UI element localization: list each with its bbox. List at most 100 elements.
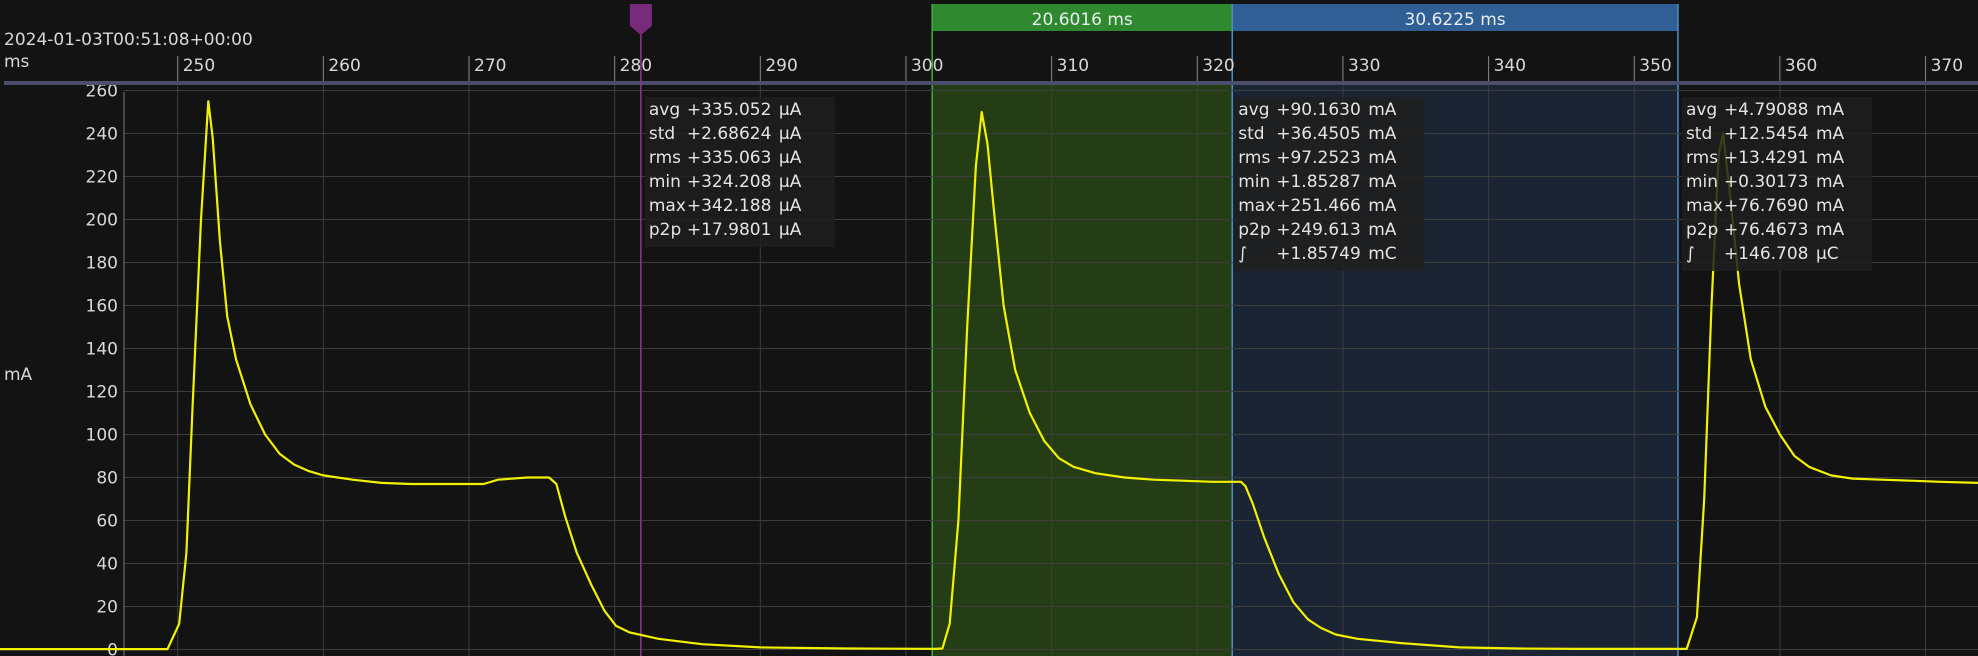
x-tick-label: 280 xyxy=(620,56,652,76)
stat-label: std xyxy=(1686,124,1712,144)
stat-value: +335.052 xyxy=(687,100,772,120)
stat-label: std xyxy=(649,124,675,144)
x-tick-label: 250 xyxy=(183,56,215,76)
stat-label: rms xyxy=(649,148,681,168)
x-tick-label: 350 xyxy=(1639,56,1671,76)
stat-value: +12.5454 xyxy=(1724,124,1809,144)
stat-label: ∫ xyxy=(1686,244,1695,264)
stat-unit: µC xyxy=(1816,244,1839,264)
y-tick-label: 40 xyxy=(96,555,118,575)
stat-unit: mA xyxy=(1368,100,1397,120)
stat-unit: mA xyxy=(1368,172,1397,192)
stat-label: min xyxy=(649,172,681,192)
stat-value: +1.85749 xyxy=(1276,244,1361,264)
right-stats-bg xyxy=(1681,97,1872,271)
stat-label: rms xyxy=(1686,148,1718,168)
stat-label: min xyxy=(1238,172,1270,192)
x-tick-label: 370 xyxy=(1931,56,1963,76)
stat-unit: mA xyxy=(1816,196,1845,216)
marker-stats-bg xyxy=(644,97,835,247)
stat-value: +342.188 xyxy=(687,196,772,216)
stat-value: +17.9801 xyxy=(687,220,772,240)
stat-label: avg xyxy=(1686,100,1717,120)
stat-unit: mA xyxy=(1816,124,1845,144)
stat-label: p2p xyxy=(1686,220,1718,240)
stat-label: max xyxy=(649,196,686,216)
region-2-stats-bg xyxy=(1234,97,1425,271)
stat-value: +324.208 xyxy=(687,172,772,192)
y-unit-label: mA xyxy=(4,365,33,385)
region-1-header xyxy=(932,4,1233,31)
current-trace xyxy=(0,100,1978,651)
y-tick-label: 60 xyxy=(96,512,118,532)
y-tick-label: 100 xyxy=(86,426,118,446)
x-axis-band xyxy=(4,81,1978,85)
x-unit-label: ms xyxy=(4,52,30,72)
region-1-fill xyxy=(932,84,1233,656)
x-tick-label: 270 xyxy=(474,56,506,76)
stat-value: +2.68624 xyxy=(687,124,772,144)
stat-label: p2p xyxy=(649,220,681,240)
stat-value: +4.79088 xyxy=(1724,100,1809,120)
x-tick-label: 300 xyxy=(911,56,943,76)
x-tick-label: 290 xyxy=(765,56,797,76)
stat-unit: µA xyxy=(779,196,802,216)
stat-unit: mA xyxy=(1368,220,1397,240)
x-tick-label: 340 xyxy=(1494,56,1526,76)
stat-label: ∫ xyxy=(1238,244,1247,264)
stat-value: +251.466 xyxy=(1276,196,1361,216)
y-tick-label: 120 xyxy=(86,383,118,403)
x-tick-label: 330 xyxy=(1348,56,1380,76)
region-2-header xyxy=(1232,4,1678,31)
stat-value: +249.613 xyxy=(1276,220,1361,240)
stat-unit: mA xyxy=(1816,148,1845,168)
stat-label: avg xyxy=(1238,100,1269,120)
stat-value: +0.30173 xyxy=(1724,172,1809,192)
y-tick-label: 180 xyxy=(86,253,118,273)
right-stats: avg +4.79088 mA std +12.5454 mA rms +13.4291 mA m… xyxy=(1681,97,1872,271)
x-tick-label: 320 xyxy=(1202,56,1234,76)
stat-unit: mA xyxy=(1368,196,1397,216)
marker-stats: avg +335.052 µA std +2.68624 µA rms +335.063 µA m… xyxy=(644,97,835,247)
stat-label: std xyxy=(1238,124,1264,144)
stat-label: min xyxy=(1686,172,1718,192)
marker-flag xyxy=(629,4,652,35)
stat-label: rms xyxy=(1238,148,1270,168)
stat-value: +335.063 xyxy=(687,148,772,168)
stat-value: +76.4673 xyxy=(1724,220,1809,240)
stat-unit: µA xyxy=(779,172,802,192)
y-tick-label: 200 xyxy=(86,210,118,230)
timestamp: 2024-01-03T00:51:08+00:00 xyxy=(4,30,253,50)
stat-label: max xyxy=(1238,196,1275,216)
stat-value: +13.4291 xyxy=(1724,148,1809,168)
y-tick-label: 160 xyxy=(86,296,118,316)
stat-value: +90.1630 xyxy=(1276,100,1361,120)
stat-unit: mA xyxy=(1816,220,1845,240)
y-tick-label: 80 xyxy=(96,469,118,489)
y-tick-label: 240 xyxy=(86,124,118,144)
stat-unit: µA xyxy=(779,148,802,168)
stat-label: p2p xyxy=(1238,220,1270,240)
y-tick-label: 220 xyxy=(86,167,118,187)
stat-label: max xyxy=(1686,196,1723,216)
x-tick-label: 360 xyxy=(1785,56,1817,76)
x-tick-label: 310 xyxy=(1057,56,1089,76)
stat-value: +97.2523 xyxy=(1276,148,1361,168)
stat-unit: mA xyxy=(1816,172,1845,192)
stat-value: +146.708 xyxy=(1724,244,1809,264)
stat-value: +36.4505 xyxy=(1276,124,1361,144)
region-2-stats: avg +90.1630 mA std +36.4505 mA rms +97.2523 mA m… xyxy=(1234,97,1425,271)
region-1-duration: 20.6016 ms xyxy=(1032,10,1133,30)
stat-unit: µA xyxy=(779,124,802,144)
y-tick-label: 20 xyxy=(96,598,118,618)
stat-unit: mA xyxy=(1368,124,1397,144)
stat-unit: mC xyxy=(1368,244,1396,264)
x-tick-label: 260 xyxy=(328,56,360,76)
stat-value: +76.7690 xyxy=(1724,196,1809,216)
stat-value: +1.85287 xyxy=(1276,172,1361,192)
stat-unit: µA xyxy=(779,220,802,240)
y-tick-label: 140 xyxy=(86,339,118,359)
region-2-duration: 30.6225 ms xyxy=(1405,10,1506,30)
stat-label: avg xyxy=(649,100,680,120)
